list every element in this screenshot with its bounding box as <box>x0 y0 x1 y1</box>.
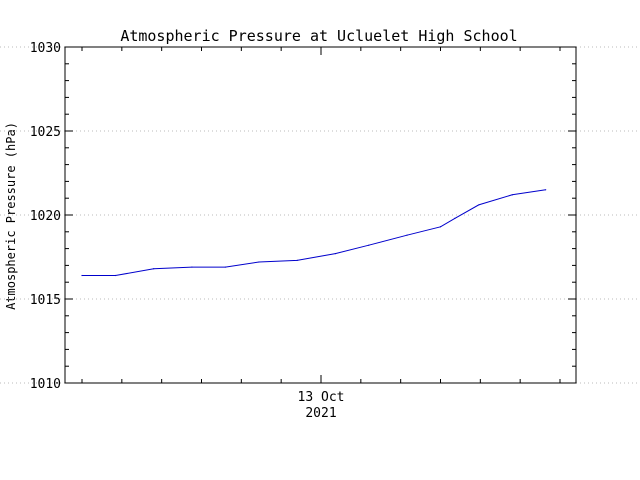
data-point <box>545 189 547 191</box>
data-point <box>296 259 298 261</box>
data-point <box>153 268 155 270</box>
data-point <box>334 253 336 255</box>
chart-title: Atmospheric Pressure at Ucluelet High Sc… <box>120 27 517 45</box>
x-axis-ticks <box>81 47 561 383</box>
y-tick-label: 1015 <box>30 293 61 308</box>
data-point <box>368 244 370 246</box>
y-axis-label: Atmospheric Pressure (hPa) <box>4 122 18 310</box>
data-point <box>439 226 442 228</box>
data-point <box>454 217 456 219</box>
data-point <box>258 261 260 263</box>
pressure-series-line <box>82 189 546 276</box>
grid-lines <box>0 46 640 384</box>
data-point <box>81 274 83 277</box>
x-tick-label-date: 13 Oct <box>298 390 345 405</box>
y-axis-ticks: 1010 1015 1020 1025 1030 <box>30 41 576 392</box>
y-tick-label: 1010 <box>30 377 61 392</box>
y-tick-label: 1020 <box>30 209 61 224</box>
data-point <box>224 266 226 268</box>
data-point <box>478 204 480 206</box>
data-point <box>114 274 117 277</box>
data-point <box>191 266 193 268</box>
data-point <box>511 194 513 196</box>
plot-frame <box>64 46 577 384</box>
x-tick-label-year: 2021 <box>305 406 336 421</box>
y-tick-label: 1025 <box>30 125 61 140</box>
series-group <box>81 189 547 277</box>
data-point <box>406 234 408 236</box>
y-tick-label: 1030 <box>30 41 61 56</box>
